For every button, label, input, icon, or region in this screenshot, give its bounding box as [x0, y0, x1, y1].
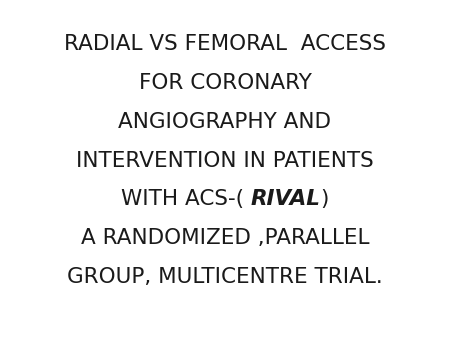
Text: A RANDOMIZED ,PARALLEL: A RANDOMIZED ,PARALLEL — [81, 228, 369, 248]
Text: RADIAL VS FEMORAL  ACCESS: RADIAL VS FEMORAL ACCESS — [64, 34, 386, 54]
Text: WITH ACS-(: WITH ACS-( — [121, 189, 251, 210]
Text: INTERVENTION IN PATIENTS: INTERVENTION IN PATIENTS — [76, 150, 374, 171]
Text: ): ) — [321, 189, 329, 210]
Text: FOR CORONARY: FOR CORONARY — [139, 73, 311, 93]
Text: GROUP, MULTICENTRE TRIAL.: GROUP, MULTICENTRE TRIAL. — [67, 267, 383, 287]
Text: ANGIOGRAPHY AND: ANGIOGRAPHY AND — [118, 112, 332, 132]
Text: RIVAL: RIVAL — [251, 189, 321, 210]
